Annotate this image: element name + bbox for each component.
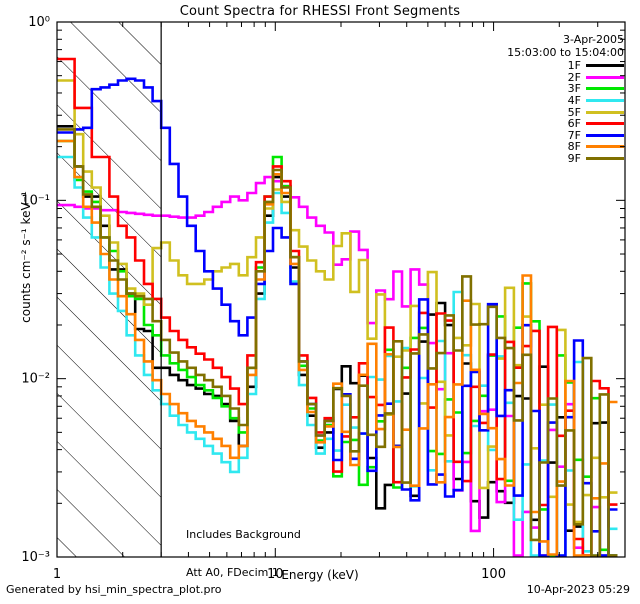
annotation-line-2: Att A0, FDecim 1 [186,565,279,579]
legend-label: 8F [567,140,581,154]
legend-swatch [586,110,624,114]
spectrum-trace-6f [57,57,618,557]
observation-interval: 15:03:00 to 15:04:00 [507,46,624,59]
annotation-line-1: Includes Background [186,528,301,541]
excluded-band-hatch [57,22,162,557]
legend-item-9f: 9F [568,153,624,165]
spectrum-trace-9f [57,128,618,557]
spectrum-trace-2f [57,175,618,557]
x-axis-label: Energy (keV) [281,568,359,582]
plot-frame [56,21,626,558]
observation-date: 3-Apr-2005 [562,33,624,46]
legend-item-3f: 3F [568,83,624,95]
footer-timestamp: 10-Apr-2023 05:29 [526,583,630,596]
legend-swatch [586,145,624,149]
spectrum-trace-3f [57,139,618,557]
legend-label: 7F [567,128,581,142]
legend-swatch [586,99,624,103]
spectrum-trace-7f [57,77,618,557]
legend-item-2f: 2F [568,72,624,84]
legend-item-6f: 6F [568,118,624,130]
legend-label: 1F [567,59,581,73]
legend-item-4f: 4F [568,95,624,107]
footer-generator: Generated by hsi_min_spectra_plot.pro [6,583,222,596]
spectrum-trace-4f [57,155,618,557]
legend-swatch [586,64,624,68]
y-axis-label: counts cm⁻² s⁻¹ keV⁻¹ [19,191,33,323]
legend-label: 3F [567,82,581,96]
legend-swatch [586,75,624,79]
y-tick-label: 10⁻³ [21,550,50,565]
spectrum-trace-8f [57,139,618,557]
legend-swatch [586,122,624,126]
legend-item-8f: 8F [568,141,624,153]
legend-item-5f: 5F [568,106,624,118]
legend-swatch [586,133,624,137]
legend-label: 5F [567,105,581,119]
legend: 1F 2F 3F 4F 5F 6F 7F 8F 9F [568,60,624,164]
legend-label: 9F [567,152,581,166]
spectra-traces [57,57,618,557]
page-title: Count Spectra for RHESSI Front Segments [179,4,461,19]
spectrum-trace-5f [57,79,618,524]
legend-item-7f: 7F [568,130,624,142]
legend-label: 4F [567,94,581,108]
y-tick-label: 10⁻² [21,372,50,387]
legend-swatch [586,157,624,161]
legend-label: 6F [567,117,581,131]
spectrum-trace-1f [57,125,618,557]
legend-item-1f: 1F [568,60,624,72]
legend-label: 2F [567,70,581,84]
legend-swatch [586,87,624,91]
